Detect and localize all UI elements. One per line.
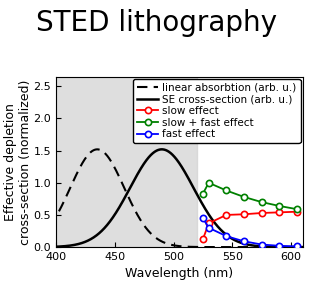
Text: STED lithography: STED lithography xyxy=(36,9,276,37)
Legend: linear absorbtion (arb. u.), SE cross-section (arb. u.), slow effect, slow + fas: linear absorbtion (arb. u.), SE cross-se… xyxy=(133,79,300,143)
Y-axis label: Effective depletion
cross-section (normalized): Effective depletion cross-section (norma… xyxy=(4,79,32,245)
X-axis label: Wavelength (nm): Wavelength (nm) xyxy=(125,268,233,281)
Bar xyxy=(56,77,197,247)
